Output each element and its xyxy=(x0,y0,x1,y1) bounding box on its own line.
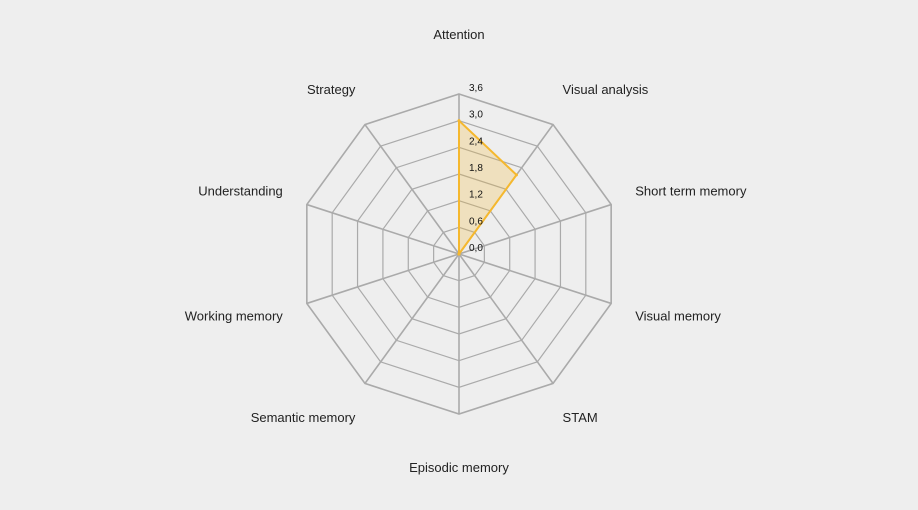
axis-label: Episodic memory xyxy=(409,460,509,475)
axis-label: Understanding xyxy=(198,183,283,198)
axis-label: Semantic memory xyxy=(251,410,356,425)
radar-grid xyxy=(306,93,612,415)
series-point xyxy=(457,119,461,123)
tick-label: 1,2 xyxy=(469,190,483,201)
axis-label: Visual memory xyxy=(635,309,721,324)
grid-spoke xyxy=(364,124,460,255)
tick-label: 3,0 xyxy=(469,110,483,121)
axis-label: Visual analysis xyxy=(563,82,649,97)
series-point xyxy=(514,173,518,177)
grid-spoke xyxy=(458,203,612,255)
tick-label: 0,0 xyxy=(469,243,483,254)
axis-label: Strategy xyxy=(307,82,356,97)
grid-spoke xyxy=(458,253,554,384)
tick-label: 3,6 xyxy=(469,83,483,94)
grid-spoke xyxy=(364,253,460,384)
radar-series-layer xyxy=(457,119,518,256)
series-point xyxy=(457,252,461,256)
grid-spoke xyxy=(306,253,460,305)
radar-axis-labels: Attention Visual analysis Short term memor… xyxy=(185,27,747,475)
tick-label: 1,8 xyxy=(469,163,483,174)
grid-spoke xyxy=(306,203,460,255)
axis-label: Short term memory xyxy=(635,183,747,198)
axis-label: STAM xyxy=(563,410,598,425)
series-area xyxy=(458,119,518,255)
axis-label: Working memory xyxy=(185,309,284,324)
grid-spoke xyxy=(458,253,612,305)
tick-label: 0,6 xyxy=(469,216,483,227)
axis-label: Attention xyxy=(433,27,484,42)
radar-tick-labels: 0,0 0,6 1,2 1,8 2,4 3,0 3,6 xyxy=(469,83,483,254)
tick-label: 2,4 xyxy=(469,136,483,147)
